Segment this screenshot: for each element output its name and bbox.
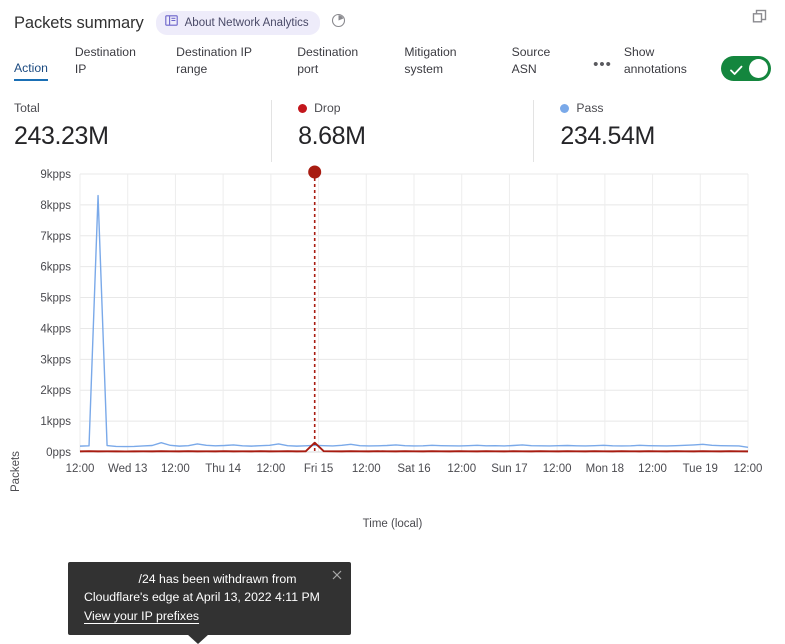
- tab-destination-ip-label-1: Destination: [74, 45, 136, 59]
- popout-icon[interactable]: [751, 8, 769, 31]
- x-tick-label: 12:00: [734, 463, 763, 475]
- tab-action-label: Action: [14, 61, 48, 75]
- tab-mitigation-system-label-1: Mitigation: [404, 45, 457, 59]
- tab-destination-port[interactable]: Destination port: [297, 44, 374, 82]
- x-tick-label: 12:00: [66, 463, 95, 475]
- y-tick-label: 5kpps: [40, 293, 71, 305]
- x-tick-label: 12:00: [543, 463, 572, 475]
- x-tick-label: 12:00: [638, 463, 667, 475]
- x-tick-label: Sun 17: [491, 463, 527, 475]
- y-tick-label: 1kpps: [40, 416, 71, 428]
- page-title: Packets summary: [14, 13, 144, 32]
- stat-total: Total 243.23M: [14, 100, 271, 162]
- chart-svg: 9kpps 8kpps 7kpps 6kpps 5kpps 4kpps 3kpps 2kpps…: [40, 165, 763, 475]
- drop-color-dot: [298, 103, 308, 113]
- toggle-knob: [749, 59, 768, 78]
- stat-total-value: 243.23M: [14, 122, 109, 150]
- tab-destination-ip-label-2: IP: [74, 62, 87, 76]
- pass-color-dot: [560, 103, 570, 113]
- tab-destination-ip-range-label-1: Destination IP: [176, 45, 253, 59]
- annotation-marker-dot[interactable]: [308, 165, 322, 179]
- summary-stats: Total 243.23M Drop 8.68M Pass 234.54M: [0, 90, 785, 162]
- x-tick-label: Mon 18: [586, 463, 624, 475]
- show-annotations-label: Show annotations: [624, 44, 705, 82]
- y-tick-label: 4kpps: [40, 323, 71, 335]
- show-annotations-label-1: Show: [623, 45, 655, 59]
- x-tick-label: Sat 16: [397, 463, 430, 475]
- tab-destination-port-label-2: port: [297, 62, 319, 76]
- stat-pass: Pass 234.54M: [533, 100, 771, 162]
- tab-action[interactable]: Action: [14, 60, 48, 81]
- x-tick-label: Thu 14: [205, 463, 241, 475]
- tab-source-asn-label-2: ASN: [511, 62, 537, 76]
- series-line-pass: [79, 194, 749, 449]
- tab-destination-ip[interactable]: Destination IP: [75, 44, 146, 82]
- tab-source-asn[interactable]: Source ASN: [512, 44, 563, 82]
- check-icon: [730, 63, 743, 81]
- clock-icon[interactable]: [331, 13, 346, 33]
- annotation-tooltip[interactable]: /24 has been withdrawn from Cloudflare's…: [68, 562, 351, 644]
- series-line-drop: [79, 441, 749, 453]
- stat-drop-label: Drop: [314, 101, 341, 115]
- tab-mitigation-system[interactable]: Mitigation system: [404, 44, 481, 82]
- stat-pass-label: Pass: [576, 101, 604, 115]
- x-tick-label: 12:00: [447, 463, 476, 475]
- x-tick-label: Wed 13: [108, 463, 147, 475]
- x-tick-label: 12:00: [256, 463, 285, 475]
- tooltip-tail: [187, 634, 209, 644]
- x-tick-label: 12:00: [352, 463, 381, 475]
- show-annotations-label-2: annotations: [623, 62, 687, 76]
- y-tick-label: 2kpps: [40, 385, 71, 397]
- annotation-line-1: /24 has been withdrawn from: [138, 572, 297, 586]
- book-icon: [164, 14, 178, 32]
- y-axis-title: Packets: [10, 451, 22, 492]
- show-annotations-toggle[interactable]: [721, 56, 771, 81]
- view-ip-prefixes-link[interactable]: View your IP prefixes: [84, 609, 200, 623]
- x-tick-label: Fri 15: [304, 463, 333, 475]
- about-badge-label: About Network Analytics: [184, 17, 309, 29]
- stat-total-label: Total: [14, 101, 40, 115]
- stat-drop-value: 8.68M: [298, 122, 366, 150]
- filter-tabs: Action Destination IP Destination IP ran…: [0, 38, 785, 90]
- x-axis-title: Time (local): [362, 518, 423, 530]
- page-header: Packets summary About Network Analytics: [0, 0, 785, 38]
- overflow-menu-button[interactable]: •••: [593, 56, 612, 73]
- stat-drop: Drop 8.68M: [271, 100, 533, 162]
- stat-pass-label-row: Pass: [560, 100, 771, 116]
- tab-destination-ip-range-label-2: range: [176, 62, 208, 76]
- tab-destination-ip-range[interactable]: Destination IP range: [176, 44, 267, 82]
- y-tick-label: 3kpps: [40, 354, 71, 366]
- y-tick-label: 6kpps: [40, 262, 71, 274]
- y-tick-label: 8kpps: [40, 200, 71, 212]
- x-tick-label: 12:00: [161, 463, 190, 475]
- tab-source-asn-label-1: Source: [511, 45, 551, 59]
- packets-timeseries-chart[interactable]: 9kpps 8kpps 7kpps 6kpps 5kpps 4kpps 3kpps 2kpps…: [0, 162, 785, 644]
- y-tick-label: 0pps: [46, 447, 71, 459]
- about-network-analytics-badge[interactable]: About Network Analytics: [155, 11, 320, 35]
- x-tick-label: Tue 19: [683, 463, 718, 475]
- annotation-line-2: Cloudflare's edge at April 13, 2022 4:11…: [84, 590, 320, 604]
- stat-pass-value: 234.54M: [560, 122, 655, 150]
- y-tick-label: 7kpps: [40, 231, 71, 243]
- close-icon[interactable]: [330, 568, 344, 582]
- tab-mitigation-system-label-2: system: [404, 62, 444, 76]
- y-tick-label: 9kpps: [40, 169, 71, 181]
- stat-drop-label-row: Drop: [298, 100, 533, 116]
- tab-destination-port-label-1: Destination: [297, 45, 359, 59]
